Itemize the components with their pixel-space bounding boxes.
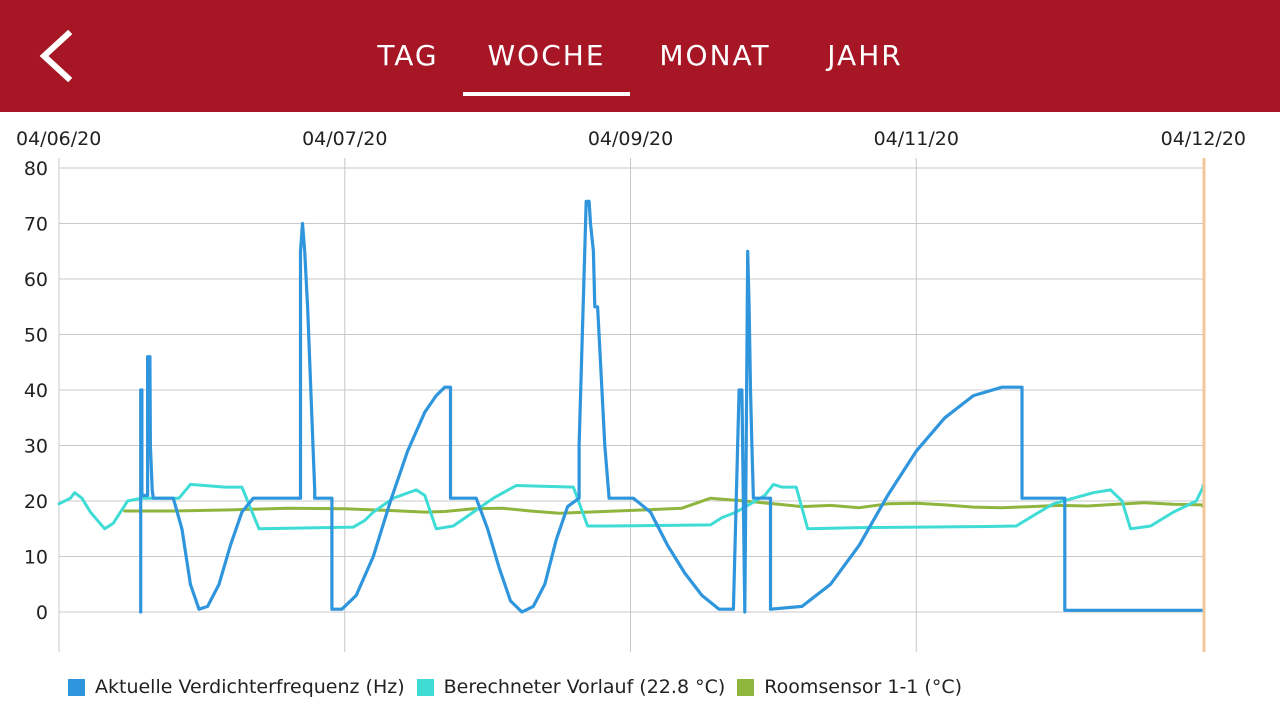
legend-item-room[interactable]: Roomsensor 1-1 (°C) <box>737 676 962 698</box>
selected-tab-indicator <box>463 92 630 96</box>
tab-woche[interactable]: WOCHE <box>487 39 606 72</box>
chart-legend: Aktuelle Verdichterfrequenz (Hz) Berechn… <box>68 672 974 702</box>
series-line-compressor <box>139 199 1204 614</box>
y-tick-label: 0 <box>36 602 48 624</box>
tab-tag[interactable]: TAG <box>377 39 439 72</box>
x-tick-label: 04/06/20 <box>16 128 101 150</box>
legend-label-compressor: Aktuelle Verdichterfrequenz (Hz) <box>95 676 405 698</box>
y-tick-label: 40 <box>24 380 48 402</box>
x-tick-label: 04/12/20 <box>1161 128 1246 150</box>
line-chart[interactable]: 04/06/20 04/07/20 04/09/20 04/11/20 04/12/20… <box>0 112 1280 672</box>
x-tick-label: 04/09/20 <box>588 128 673 150</box>
back-button[interactable] <box>28 26 84 86</box>
y-axis-tick-labels: 0 10 20 30 40 50 60 70 80 <box>24 158 48 624</box>
legend-swatch-compressor <box>68 678 85 696</box>
y-tick-label: 10 <box>24 547 48 569</box>
y-tick-label: 70 <box>24 214 48 236</box>
chart-grid <box>58 158 1203 652</box>
x-axis-tick-labels: 04/06/20 04/07/20 04/09/20 04/11/20 04/12/20 <box>16 128 1246 150</box>
legend-swatch-room <box>737 678 755 696</box>
legend-item-flow[interactable]: Berechneter Vorlauf (22.8 °C) <box>416 676 726 698</box>
chart-series <box>57 199 1205 614</box>
legend-swatch-flow <box>416 678 434 696</box>
x-tick-label: 04/07/20 <box>302 128 387 150</box>
y-tick-label: 80 <box>24 158 48 180</box>
x-tick-label: 04/11/20 <box>874 128 959 150</box>
y-tick-label: 50 <box>24 325 48 347</box>
legend-item-compressor[interactable]: Aktuelle Verdichterfrequenz (Hz) <box>68 676 405 698</box>
legend-label-flow: Berechneter Vorlauf (22.8 °C) <box>443 676 726 698</box>
y-tick-label: 60 <box>24 269 48 291</box>
app-bar: TAG WOCHE MONAT JAHR <box>0 0 1280 112</box>
y-tick-label: 20 <box>24 491 48 513</box>
y-tick-label: 30 <box>24 436 48 458</box>
legend-label-room: Roomsensor 1-1 (°C) <box>764 676 963 698</box>
chevron-left-icon <box>39 29 73 83</box>
tab-monat[interactable]: MONAT <box>659 39 771 72</box>
tab-jahr[interactable]: JAHR <box>827 39 903 72</box>
